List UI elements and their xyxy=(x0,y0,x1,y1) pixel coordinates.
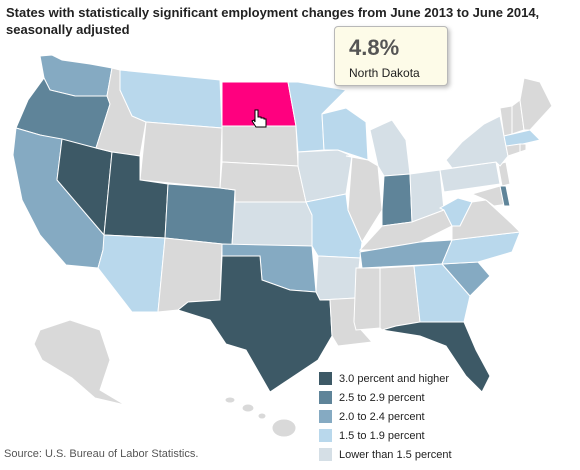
state-arkansas[interactable] xyxy=(315,255,361,301)
state-alaska[interactable] xyxy=(33,319,126,406)
legend-item: 2.5 to 2.9 percent xyxy=(319,389,452,406)
legend-swatch xyxy=(319,410,332,423)
legend-swatch xyxy=(319,429,332,442)
state-indiana[interactable] xyxy=(381,173,413,227)
state-texas[interactable] xyxy=(176,255,333,393)
legend-swatch xyxy=(319,391,332,404)
legend-label: Lower than 1.5 percent xyxy=(339,448,452,461)
chart-title: States with statistically significant em… xyxy=(6,5,540,37)
state-south-dakota[interactable] xyxy=(221,125,299,167)
state-new-jersey[interactable] xyxy=(497,161,511,187)
state-new-york[interactable] xyxy=(445,115,509,169)
state-arizona[interactable] xyxy=(97,234,166,313)
legend-item: Lower than 1.5 percent xyxy=(319,446,452,463)
state-hawaii[interactable] xyxy=(224,396,297,438)
state-mississippi[interactable] xyxy=(353,267,381,331)
legend-item: 2.0 to 2.4 percent xyxy=(319,408,452,425)
state-maryland[interactable] xyxy=(470,185,509,207)
state-wyoming[interactable] xyxy=(139,121,223,189)
state-connecticut[interactable] xyxy=(505,143,521,157)
legend-swatch xyxy=(319,448,332,461)
tooltip-state-name: North Dakota xyxy=(349,66,420,80)
state-kansas[interactable] xyxy=(231,201,313,247)
legend-item: 1.5 to 1.9 percent xyxy=(319,427,452,444)
state-tooltip: 4.8% North Dakota xyxy=(334,26,448,86)
state-alabama[interactable] xyxy=(379,265,421,331)
state-pennsylvania[interactable] xyxy=(439,161,501,193)
state-colorado[interactable] xyxy=(164,183,236,246)
legend-label: 2.5 to 2.9 percent xyxy=(339,391,425,404)
source-note: Source: U.S. Bureau of Labor Statistics. xyxy=(4,448,199,460)
legend-label: 2.0 to 2.4 percent xyxy=(339,410,425,423)
legend-swatch xyxy=(319,372,332,385)
state-virginia[interactable] xyxy=(451,199,522,241)
hand-cursor-icon xyxy=(251,109,267,128)
legend-label: 3.0 percent and higher xyxy=(339,372,450,385)
tooltip-percent: 4.8% xyxy=(349,35,400,60)
legend-label: 1.5 to 1.9 percent xyxy=(339,429,425,442)
map-legend: 3.0 percent and higher 2.5 to 2.9 percen… xyxy=(319,370,452,465)
state-maine[interactable] xyxy=(519,77,553,131)
state-florida[interactable] xyxy=(381,321,491,393)
state-georgia[interactable] xyxy=(413,263,471,323)
legend-item: 3.0 percent and higher xyxy=(319,370,452,387)
state-massachusetts[interactable] xyxy=(503,129,541,147)
state-rhode-island[interactable] xyxy=(519,143,527,153)
state-illinois[interactable] xyxy=(345,155,383,244)
state-north-carolina[interactable] xyxy=(441,231,521,265)
